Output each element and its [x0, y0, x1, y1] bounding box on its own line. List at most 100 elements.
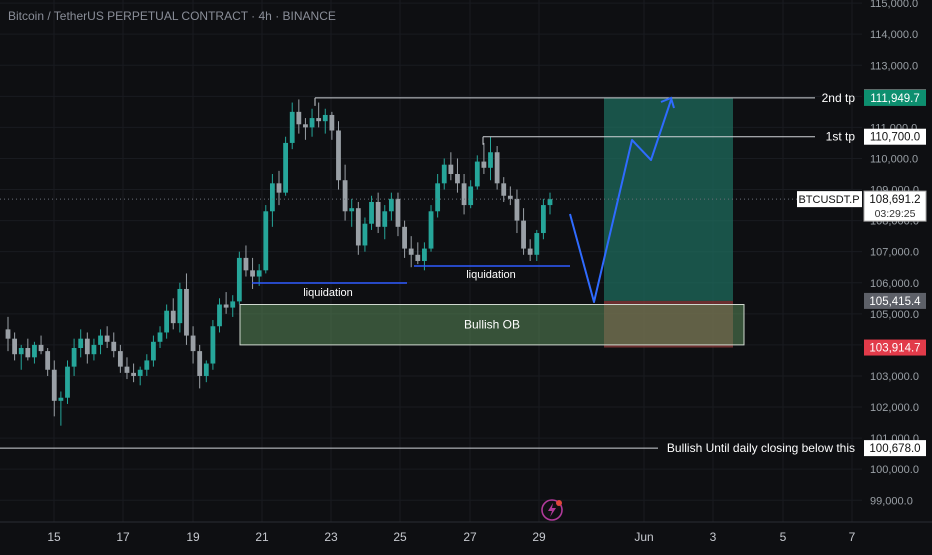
- y-tick-label: 107,000.0: [870, 247, 919, 259]
- y-tick-label: 115,000.0: [870, 0, 918, 10]
- candle-body: [507, 195, 513, 199]
- price-tag-105415-box: [864, 292, 926, 309]
- level-label: 1st tp: [826, 130, 856, 144]
- candle-body: [322, 114, 328, 122]
- candle-body: [362, 223, 368, 246]
- candle-body: [481, 161, 487, 168]
- symbol-tag-box: [797, 191, 862, 208]
- candle-body: [382, 211, 388, 227]
- candle-body: [38, 344, 44, 352]
- candle-body: [217, 304, 222, 327]
- candle-body: [448, 164, 454, 174]
- x-tick-label: 17: [116, 530, 130, 544]
- countdown-text: 03:29:25: [875, 208, 916, 220]
- candle-body: [170, 310, 176, 324]
- candle-body: [250, 270, 255, 277]
- price-tag-bullish-until-box: [864, 440, 926, 457]
- y-tick-label: 114,000.0: [870, 29, 918, 41]
- candle-body: [521, 220, 526, 249]
- x-tick-label: 21: [255, 530, 269, 544]
- candle-body: [117, 351, 123, 367]
- level-label: 2nd tp: [822, 91, 856, 105]
- candle-body: [316, 118, 322, 122]
- y-tick-label: 100,000.0: [870, 464, 919, 476]
- candle-body: [256, 270, 262, 277]
- candle-body: [494, 152, 500, 184]
- candle-body: [355, 208, 361, 246]
- y-tick-label: 103,000.0: [870, 371, 919, 383]
- candle-body: [58, 397, 64, 401]
- y-tick-label: 110,000.0: [870, 153, 918, 165]
- candle-body: [488, 152, 493, 168]
- candle-body: [415, 254, 421, 261]
- candle-body: [283, 142, 289, 193]
- candle-body: [144, 360, 150, 370]
- candle-body: [236, 257, 242, 302]
- x-tick-label: Jun: [634, 530, 653, 544]
- candle-body: [78, 338, 84, 348]
- x-tick-label: 3: [710, 530, 717, 544]
- y-tick-label: 113,000.0: [870, 60, 918, 72]
- price-tag-1st-tp-text: 110,700.0: [870, 132, 920, 144]
- candle-body: [45, 351, 51, 370]
- candle-body: [329, 114, 335, 131]
- candle-body: [184, 288, 189, 336]
- candle-body: [468, 186, 474, 206]
- x-tick-label: 23: [324, 530, 338, 544]
- candle-body: [197, 351, 203, 376]
- y-tick-label: 105,000.0: [870, 309, 919, 321]
- candle-body: [276, 183, 282, 193]
- candle-body: [12, 338, 18, 355]
- y-tick-label: 102,000.0: [870, 402, 919, 414]
- candle-body: [402, 226, 407, 249]
- symbol-tag-text: BTCUSDT.P: [798, 194, 859, 206]
- liquidation-label-2: liquidation: [466, 269, 516, 281]
- bullish-ob-label: Bullish OB: [464, 318, 520, 332]
- price-tag-bullish-until-text: 100,678.0: [869, 443, 920, 455]
- candle-body: [203, 363, 209, 376]
- candle-body: [501, 183, 507, 196]
- x-tick-label: 25: [393, 530, 407, 544]
- candle-body: [223, 304, 229, 308]
- candle-body: [177, 288, 183, 324]
- candle-body: [296, 111, 302, 125]
- candle-body: [336, 130, 341, 181]
- candle-body: [124, 366, 130, 373]
- candle-body: [428, 211, 434, 249]
- candle-body: [230, 301, 236, 308]
- level-label: Bullish Until daily closing below this: [667, 441, 855, 455]
- x-tick-label: 29: [532, 530, 546, 544]
- y-tick-label: 106,000.0: [870, 278, 919, 290]
- candle-body: [435, 183, 441, 212]
- price-tag-2nd-tp-box: [864, 89, 926, 106]
- x-tick-label: 5: [780, 530, 787, 544]
- projection-path: [569, 99, 672, 303]
- price-tag-103914-text: 103,914.7: [869, 343, 920, 355]
- x-tick-label: 19: [186, 530, 200, 544]
- candle-body: [104, 335, 110, 342]
- candle-body: [547, 199, 553, 206]
- bullish-ob-zone: [239, 304, 745, 346]
- chart-title: Bitcoin / TetherUS PERPETUAL CONTRACT · …: [8, 9, 336, 23]
- candle-body: [98, 335, 103, 345]
- projection-arrowhead-icon: [660, 96, 675, 109]
- candle-body: [441, 164, 447, 184]
- liquidation-label-1: liquidation: [303, 287, 353, 299]
- candle-body: [269, 183, 275, 212]
- candle-body: [408, 248, 414, 255]
- candle-body: [303, 124, 308, 128]
- price-tag-105415-text: 105,415.4: [869, 296, 921, 308]
- candle-body: [375, 201, 381, 227]
- candle-body: [91, 344, 97, 355]
- last-price-text: 108,691.2: [869, 194, 920, 206]
- price-tag-1st-tp-box: [864, 128, 926, 145]
- candle-body: [137, 369, 143, 376]
- candle-body: [243, 257, 249, 271]
- candle-body: [422, 248, 427, 261]
- candle-body: [309, 118, 315, 128]
- candle-body: [65, 366, 70, 398]
- candle-body: [527, 248, 533, 255]
